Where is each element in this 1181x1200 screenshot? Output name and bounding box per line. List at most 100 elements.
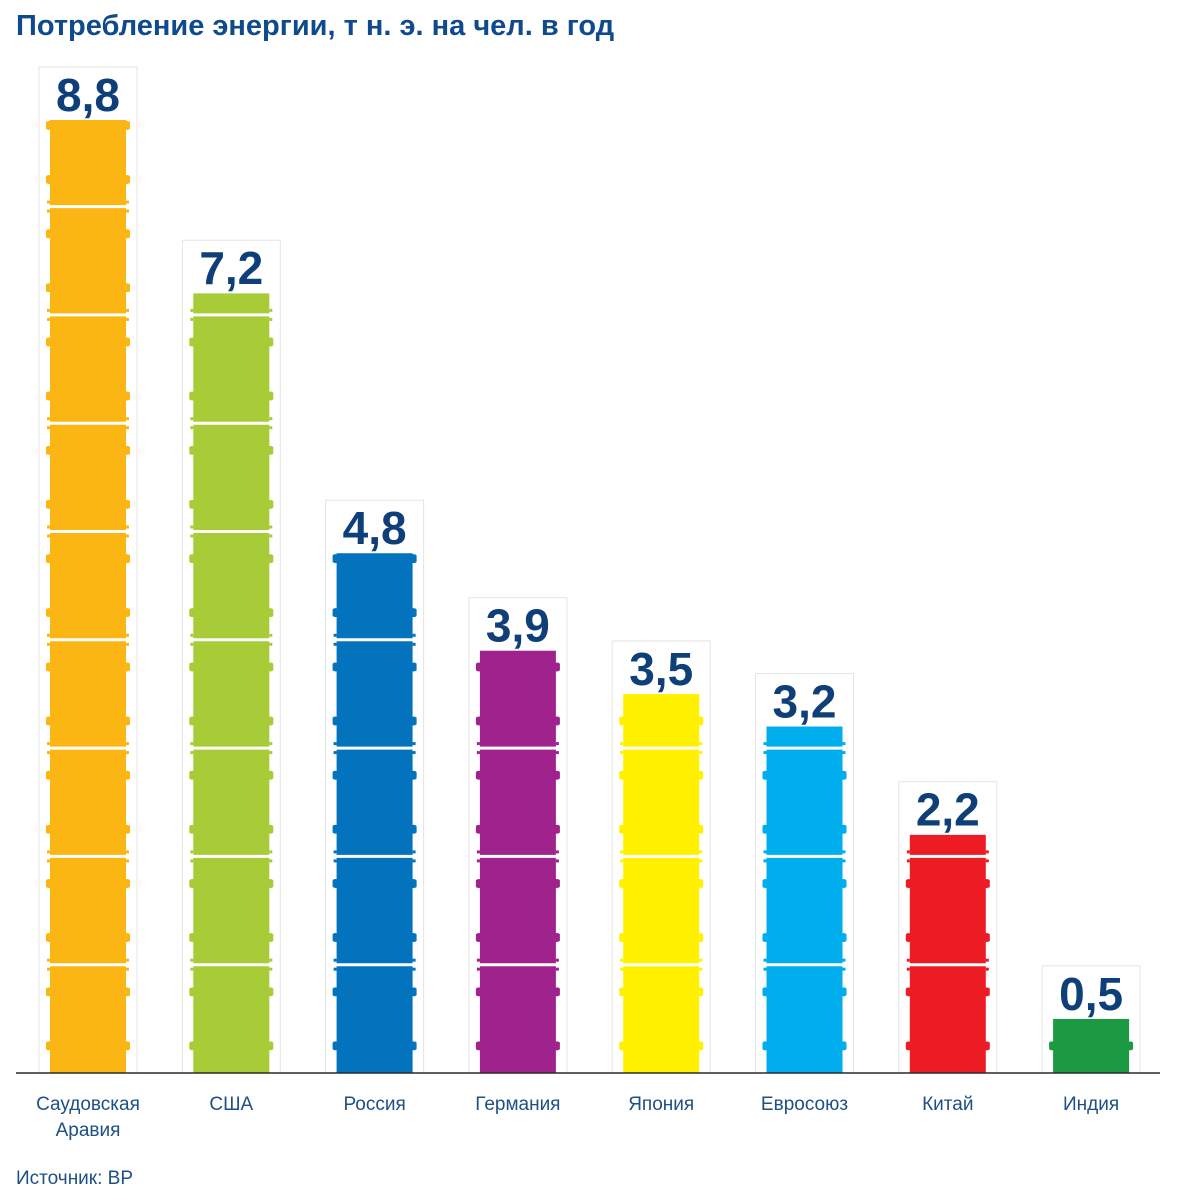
bar-body [475,650,560,1073]
barrel-hoop [46,445,54,455]
barrel-hoop [905,987,914,997]
barrel-rim [190,426,194,430]
bar-body [905,834,990,1073]
barrel-rim [190,633,194,637]
bar [479,650,556,1073]
barrel-rim [126,525,129,529]
bar [336,553,413,1073]
barrel-hoop [122,554,130,564]
barrel-rim [126,308,129,312]
category-label: США [209,1094,253,1115]
barrel-rim [269,317,273,321]
data-label: 8,8 [56,69,120,121]
barrel-rim [699,742,703,746]
barrel-rim [333,859,337,863]
barrel-hoop [189,933,197,943]
barrel-hoop [619,716,627,726]
barrel-rim [620,742,624,746]
barrel-rim [555,742,559,746]
barrel-hoop [265,337,274,347]
barrel-rim [842,751,846,755]
bar-group [898,781,998,1074]
barrel-hoop [332,770,341,780]
barrel-rim [333,958,337,962]
barrel-hoop [189,770,197,780]
category-label-line: Саудовская [36,1094,140,1115]
bar-group [755,672,854,1074]
barrel-hoop [619,879,627,889]
barrel-rim [190,534,194,538]
data-label: 3,5 [629,643,693,695]
barrel-rim [699,751,703,755]
barrel-rim [412,967,416,971]
barrel-rim [763,859,767,863]
barrel-hoop [409,554,417,564]
barrel-rim [763,967,767,971]
barrel-hoop [46,770,54,780]
barrel-rim [190,958,194,962]
barrel-rim [333,967,337,971]
barrel-hoop [552,987,560,997]
barrel-rim [126,426,129,430]
barrel-rim [412,642,416,646]
barrel-rim [190,967,194,971]
barrel-rim [620,958,624,962]
bar [909,834,986,1073]
barrel-rim [985,859,989,863]
barrel-hoop [332,662,341,672]
data-label: 4,8 [343,502,407,554]
barrel-rim [620,751,624,755]
barrel-rim [126,417,129,421]
barrel-hoop [189,445,197,455]
barrel-rim [269,308,273,312]
bar-body [46,119,130,1073]
barrel-hoop [695,824,704,834]
barrel-hoop [189,879,197,889]
barrel-rim [47,850,50,854]
barrel-hoop [552,879,560,889]
barrel-hoop [475,662,484,672]
barrel-hoop [265,662,274,672]
chart-title: Потребление энергии, т н. э. на чел. в г… [16,10,615,42]
barrel-hoop [122,1041,130,1051]
barrel-rim [190,308,194,312]
barrel-hoop [619,1041,627,1051]
bar-group [325,499,425,1074]
barrel-hoop [189,337,197,347]
barrel-rim [47,426,50,430]
bar-group [468,597,568,1074]
barrel-hoop [552,824,560,834]
bar-body [762,726,847,1073]
barrel-hoop [905,1041,914,1051]
barrel-rim [126,967,129,971]
bar [50,119,126,1073]
barrel-hoop [475,824,484,834]
barrel-hoop [982,1041,990,1051]
barrel-rim [985,958,989,962]
barrel-hoop [265,879,274,889]
barrel-hoop [46,499,54,509]
barrel-hoop [189,391,197,401]
data-label: 2,2 [916,784,980,836]
barrel-hoop [46,229,54,239]
barrel-hoop [552,933,560,943]
barrel-rim [47,308,50,312]
barrel-rim [842,958,846,962]
barrel-hoop [46,824,54,834]
barrel-hoop [122,229,130,239]
barrel-rim [620,859,624,863]
barrel-rim [333,642,337,646]
barrel-hoop [839,987,847,997]
barrel-hoop [332,933,341,943]
barrel-rim [476,742,480,746]
barrel-hoop [122,445,130,455]
bar-group [181,239,281,1074]
data-label: 0,5 [1059,968,1123,1020]
barrel-rim [476,958,480,962]
barrel-rim [47,751,50,755]
barrel-hoop [265,933,274,943]
data-label: 3,2 [773,675,837,727]
barrel-hoop [122,824,130,834]
barrel-hoop [189,716,197,726]
barrel-hoop [552,1041,560,1051]
